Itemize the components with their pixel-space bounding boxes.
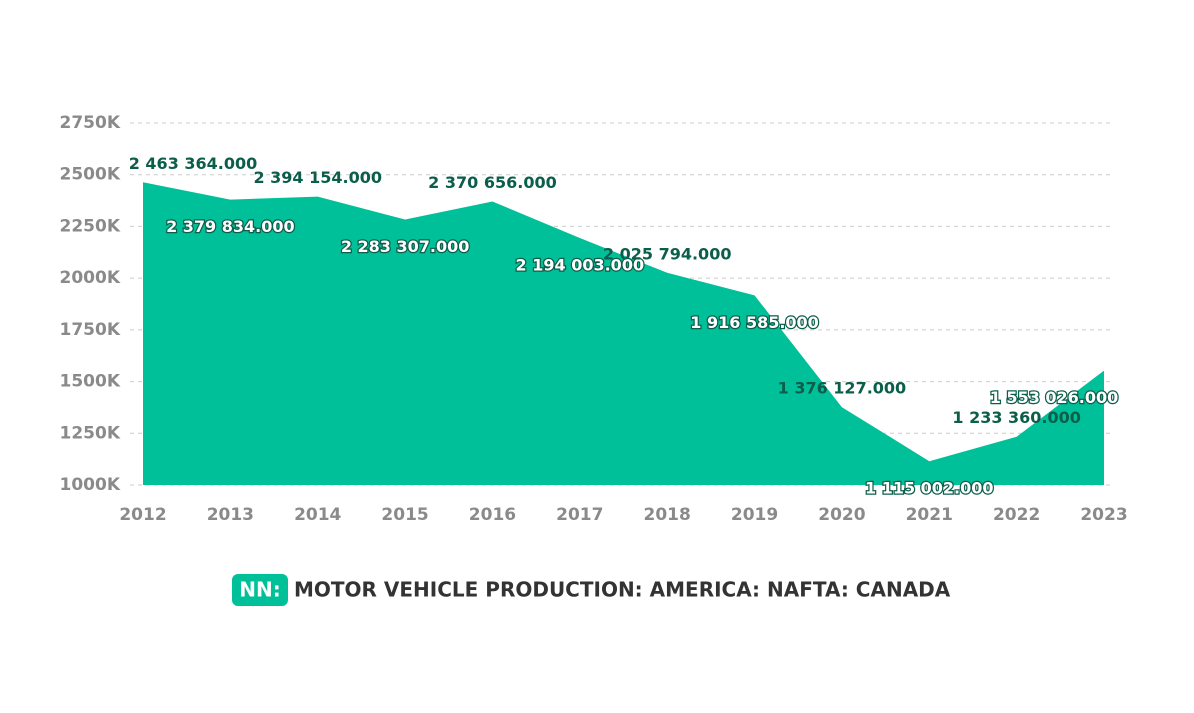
- value-label: 1 376 127.000: [778, 379, 907, 398]
- x-tick-label: 2021: [906, 505, 953, 525]
- x-tick-label: 2014: [294, 505, 341, 525]
- legend-badge-bg: [232, 574, 288, 606]
- value-label: 2 379 834.000: [166, 217, 295, 236]
- value-label: 1 916 585.000: [690, 313, 819, 332]
- y-tick-label: 1500K: [60, 372, 121, 392]
- value-label: 1 233 360.000: [952, 408, 1081, 427]
- legend-label: MOTOR VEHICLE PRODUCTION: AMERICA: NAFTA…: [294, 578, 951, 602]
- y-tick-label: 2500K: [60, 165, 121, 185]
- x-tick-label: 2015: [381, 505, 428, 525]
- x-tick-label: 2023: [1080, 505, 1127, 525]
- value-label: 2 025 794.000: [603, 244, 732, 263]
- value-label: 2 283 307.000: [341, 237, 470, 256]
- value-label: 2 370 656.000: [428, 173, 557, 192]
- x-tick-label: 2012: [119, 505, 166, 525]
- x-tick-label: 2016: [469, 505, 516, 525]
- y-tick-label: 1000K: [60, 475, 121, 495]
- x-tick-label: 2013: [207, 505, 254, 525]
- y-tick-label: 1250K: [60, 423, 121, 443]
- value-label: 1 553 026.000: [990, 388, 1119, 407]
- x-tick-label: 2018: [644, 505, 691, 525]
- y-tick-label: 1750K: [60, 320, 121, 340]
- y-tick-label: 2750K: [60, 113, 121, 133]
- legend-badge: NN:: [239, 578, 280, 602]
- y-tick-label: 2250K: [60, 216, 121, 236]
- value-label: 2 394 154.000: [253, 168, 382, 187]
- area: [143, 182, 1104, 485]
- x-tick-label: 2017: [556, 505, 603, 525]
- y-tick-label: 2000K: [60, 268, 121, 288]
- x-tick-label: 2022: [993, 505, 1040, 525]
- value-label: 2 463 364.000: [129, 154, 258, 173]
- x-tick-label: 2020: [818, 505, 865, 525]
- x-tick-label: 2019: [731, 505, 778, 525]
- value-label: 1 115 002.000: [865, 479, 994, 498]
- value-label: 2 194 003.000: [516, 256, 645, 275]
